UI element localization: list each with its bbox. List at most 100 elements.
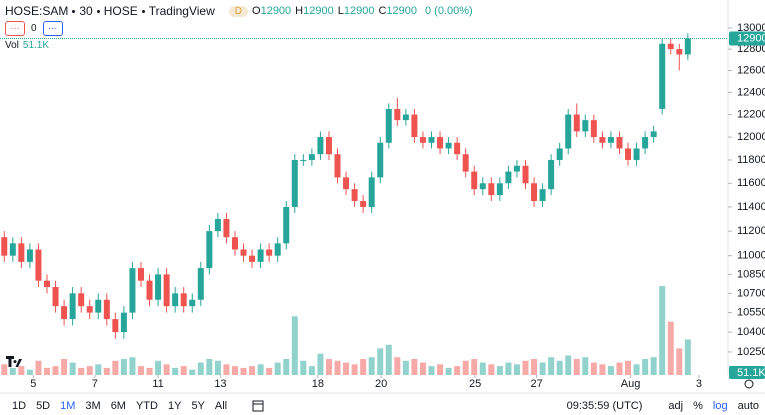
volume-bar <box>283 359 290 375</box>
settings-icon[interactable] <box>744 379 754 389</box>
calendar-icon[interactable] <box>251 399 265 413</box>
candle-body <box>35 249 42 281</box>
candle-body <box>394 108 401 121</box>
candle-body <box>582 120 589 132</box>
candle-body <box>155 274 162 300</box>
range-button[interactable]: YTD <box>135 399 158 412</box>
candle-body <box>599 137 606 143</box>
candle-body <box>548 159 555 190</box>
y-tick-label: 10250 <box>737 346 765 358</box>
y-tick-label: 12000 <box>737 131 765 143</box>
candle-body <box>522 165 529 184</box>
tv-logo <box>6 356 22 367</box>
ohlc-value: 12900 <box>303 5 334 17</box>
volume-bar <box>308 366 315 375</box>
volume-bar <box>197 362 204 375</box>
volume-bar <box>616 362 623 375</box>
candle-body <box>531 183 538 202</box>
candle-body <box>650 131 657 138</box>
volume-bar <box>505 362 512 375</box>
volume-bar <box>231 366 238 375</box>
volume-bar <box>676 348 683 375</box>
candle-body <box>266 249 273 256</box>
chart: 13000 12800 12600 12400 12200 12000 11800 11600… <box>0 0 765 394</box>
volume-bar <box>180 366 187 375</box>
candle-body <box>189 299 196 307</box>
option-button[interactable]: % <box>693 399 703 412</box>
volume-bar <box>291 316 298 375</box>
candle-body <box>385 108 392 143</box>
volume-bar <box>9 367 16 375</box>
range-button[interactable]: All <box>214 399 228 412</box>
candle-body <box>231 237 238 250</box>
change: 0 (0.00%) <box>424 5 473 17</box>
volume-bar <box>274 362 281 375</box>
button[interactable]: … <box>42 21 63 36</box>
volume-bar <box>437 364 444 375</box>
candle-body <box>257 249 264 262</box>
candle-body <box>52 287 59 307</box>
option-button[interactable]: adj <box>668 399 684 412</box>
y-tick-label: 12200 <box>737 108 765 120</box>
exchange: HOSE <box>103 4 138 18</box>
candle-body <box>556 148 563 160</box>
candle-body <box>249 255 256 262</box>
volume-bar <box>206 359 213 375</box>
option-button[interactable]: auto <box>737 399 759 412</box>
x-tick-label: 27 <box>530 378 542 390</box>
candle-body <box>129 268 136 313</box>
volume-bar <box>172 367 179 375</box>
volume-bar <box>360 359 367 375</box>
x-tick-label: 3 <box>696 378 702 390</box>
candle-body <box>351 189 358 202</box>
range-button[interactable]: 5Y <box>191 399 205 412</box>
range-button[interactable]: 1Y <box>167 399 182 412</box>
volume-bar <box>368 357 375 375</box>
separator <box>96 9 100 13</box>
candle-body <box>146 280 153 300</box>
y-tick-label: 11400 <box>737 201 765 213</box>
volume-bar <box>428 366 435 375</box>
volume-bar <box>462 360 469 375</box>
x-tick-label: 25 <box>469 378 481 390</box>
range-button[interactable]: 3M <box>85 399 101 412</box>
volume-bar <box>522 360 529 375</box>
candle-body <box>103 299 110 320</box>
volume-bars <box>1 286 691 375</box>
volume-bar <box>394 357 401 375</box>
y-tick-label: 11200 <box>737 225 765 237</box>
candle-body <box>419 137 426 143</box>
candle-body <box>223 218 230 238</box>
indicator-row: … 0 … <box>5 21 63 36</box>
candle-body <box>428 137 435 143</box>
source: TradingView <box>148 4 215 18</box>
candle-body <box>1 237 8 256</box>
candle-body <box>274 243 281 256</box>
candle-body <box>308 154 315 160</box>
y-tick-label: 10550 <box>737 307 765 319</box>
clock: 09:35:59 (UTC) <box>566 399 643 412</box>
range-button[interactable]: 5D <box>36 399 51 412</box>
candle-body <box>462 154 469 172</box>
range-button[interactable]: 1M <box>60 399 76 412</box>
volume-bar <box>633 364 640 375</box>
range-button[interactable]: 6M <box>110 399 126 412</box>
candle-body <box>573 114 580 132</box>
candle-body <box>172 293 179 307</box>
x-tick-label: 13 <box>214 378 226 390</box>
option-button[interactable]: log <box>712 399 728 412</box>
ranges: 1D 5D 1M 3M 6M YTD 1Y 5Y All <box>0 400 227 412</box>
y-tick-label: 13000 <box>737 22 765 34</box>
y-tick-label: 11600 <box>737 177 765 189</box>
volume-bar <box>95 364 102 375</box>
candle-body <box>402 114 409 121</box>
volume-bar <box>300 360 307 375</box>
candle-body <box>325 137 332 155</box>
candle-body <box>26 249 33 262</box>
candle-body <box>642 137 649 149</box>
candles <box>1 33 691 339</box>
ohlc-key: H <box>295 5 304 17</box>
range-button[interactable]: 1D <box>12 399 27 412</box>
button[interactable]: … <box>5 21 25 36</box>
